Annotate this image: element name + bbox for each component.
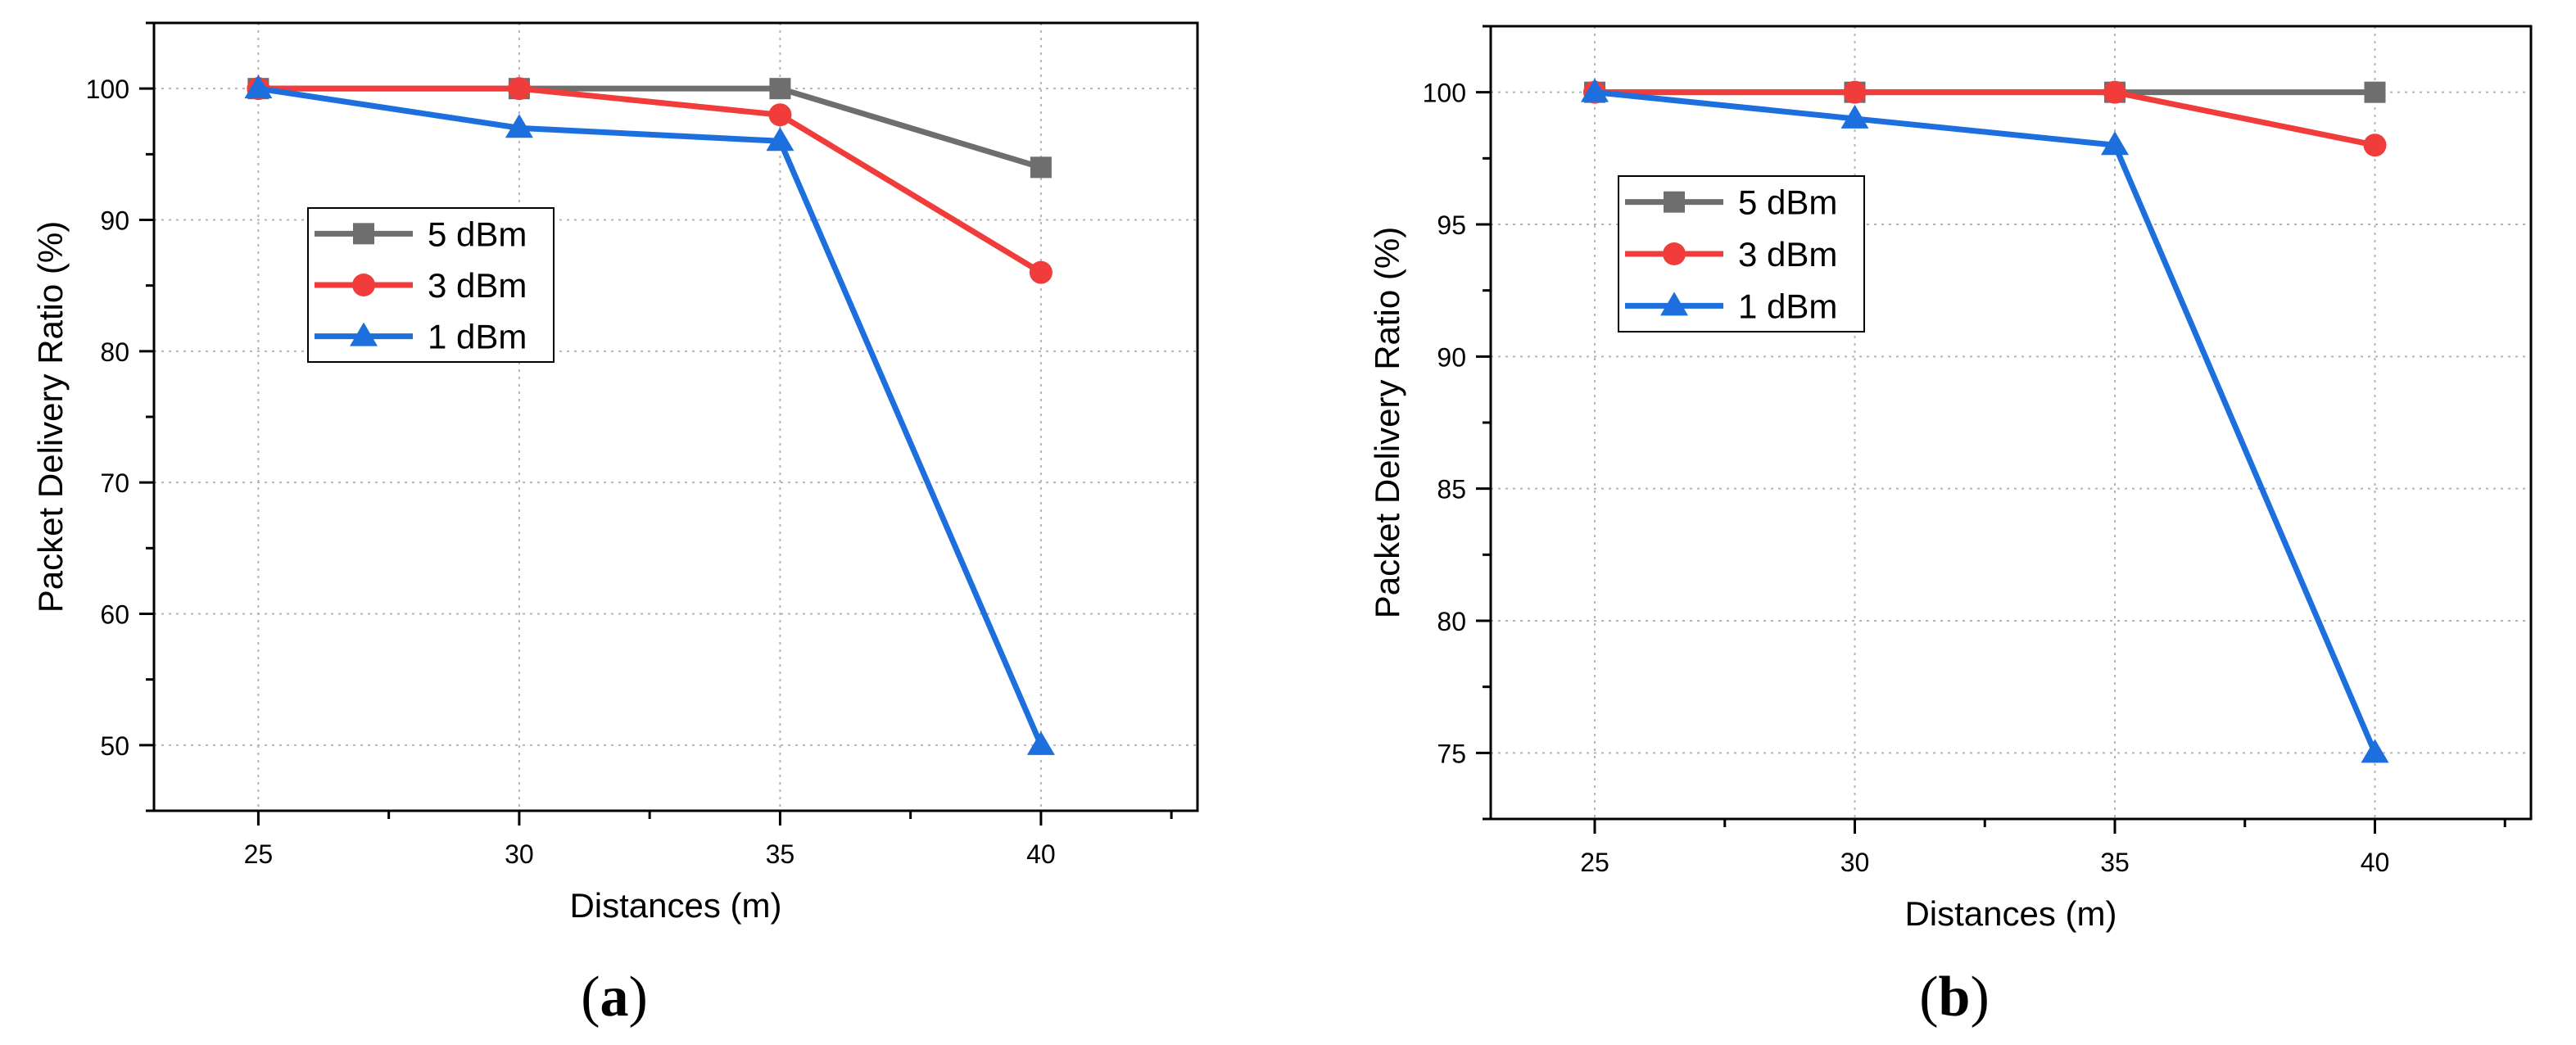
y-tick-label: 80 [1437,607,1466,636]
legend-label-1-dbm: 1 dBm [1738,287,1837,325]
x-axis-label: Distances (m) [569,886,781,925]
data-point-3-dbm [768,103,792,127]
y-tick-label: 95 [1437,210,1466,240]
legend-marker-1-dbm [1660,292,1688,316]
series-line-3-dbm [258,85,1043,275]
x-tick-label: 25 [1580,848,1609,877]
x-axis-label: Distances (m) [1904,894,2116,933]
data-point-3-dbm [2363,133,2387,157]
data-point-3-dbm [507,77,531,101]
panel-caption-letter: a [600,966,629,1029]
chart-panel-a: 25 30 35 40 50 60 70 80 90 100 Distances (m) Packet… [31,21,1199,1029]
data-point-3-dbm [1843,80,1867,104]
series-line-1-dbm [1594,89,2378,754]
data-point-5-dbm [1030,156,1052,179]
panel-caption: (b) [1919,966,1990,1029]
y-tick-label: 75 [1437,739,1466,768]
data-point-1-dbm [766,127,795,152]
data-point-1-dbm [244,75,273,99]
legend-label-3-dbm: 3 dBm [1738,235,1837,274]
data-point-1-dbm [1581,78,1609,102]
legend-marker-5-dbm [1664,191,1685,213]
legend-label-5-dbm: 5 dBm [428,215,527,253]
series-line-3-dbm [1595,89,2376,148]
x-tick-label: 35 [2100,848,2130,877]
data-point-5-dbm [769,78,791,100]
y-tick-label: 80 [100,337,129,367]
legend: 5 dBm 3 dBm 1 dBm [1618,175,1865,332]
y-axis-label: Packet Delivery Ratio (%) [31,221,70,613]
y-tick-label: 70 [100,468,129,498]
legend-label-5-dbm: 5 dBm [1738,183,1837,222]
chart-panel-b: 25 30 35 40 75 80 85 90 95 100 Distances (m) Packet… [1368,25,2533,1029]
data-point-1-dbm [2101,131,2129,156]
legend-marker-5-dbm [353,223,374,245]
legend-label-3-dbm: 3 dBm [428,266,527,305]
y-tick-label: 100 [1423,79,1466,108]
data-point-1-dbm [1026,731,1055,755]
y-tick-label: 50 [100,731,129,761]
x-tick-label: 40 [2361,848,2390,877]
x-tick-label: 25 [244,839,274,869]
y-tick-label: 90 [1437,342,1466,372]
x-tick-label: 30 [1840,848,1870,877]
data-point-1-dbm [505,114,533,138]
series-line-1-dbm [257,85,1044,747]
x-tick-label: 30 [505,839,534,869]
y-tick-label: 85 [1437,475,1466,504]
y-tick-label: 60 [100,600,129,630]
legend-marker-3-dbm [1663,242,1686,265]
legend-marker-1-dbm [350,322,378,346]
y-axis-label: Packet Delivery Ratio (%) [1368,227,1406,618]
y-tick-label: 100 [86,75,129,104]
x-tick-label: 40 [1026,839,1056,869]
x-tick-label: 35 [766,839,795,869]
data-point-5-dbm [2364,81,2386,103]
data-point-3-dbm [2103,80,2126,104]
panel-caption: (a) [581,966,648,1029]
legend-label-1-dbm: 1 dBm [428,318,527,356]
data-point-1-dbm [2361,739,2389,763]
data-point-1-dbm [1840,104,1869,129]
data-point-3-dbm [1029,260,1053,284]
y-tick-label: 90 [100,206,129,236]
panel-caption-letter: b [1939,966,1971,1029]
legend-marker-3-dbm [352,274,375,296]
legend: 5 dBm 3 dBm 1 dBm [307,207,555,363]
